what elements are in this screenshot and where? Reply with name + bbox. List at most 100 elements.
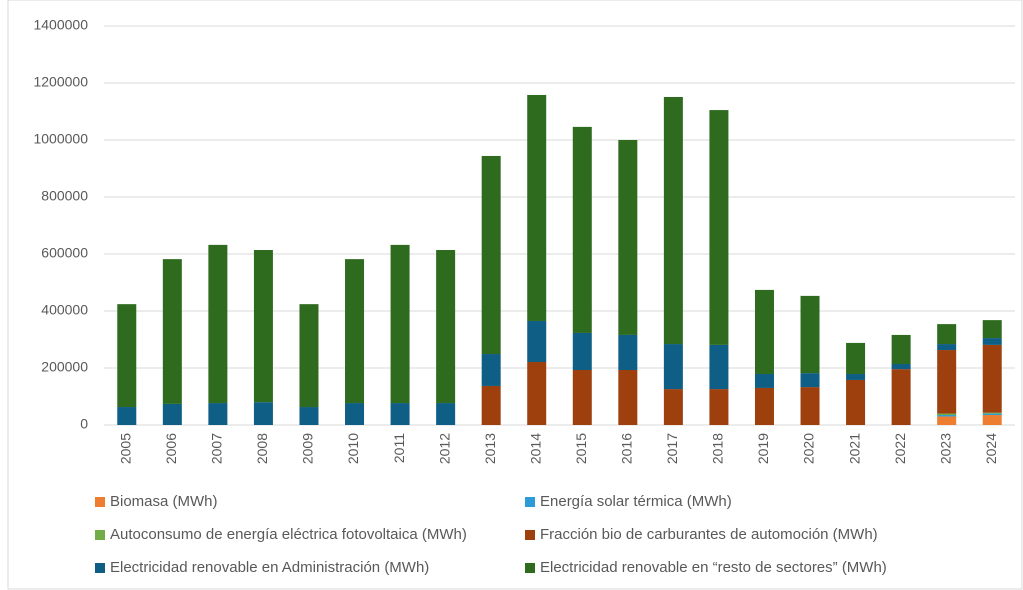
bar-segment [846,379,866,425]
bar-segment [982,413,1002,416]
x-tick-label: 2007 [209,433,225,464]
bar-segment [846,342,866,374]
x-tick-label: 2022 [892,433,908,464]
bar-segment [937,324,957,345]
y-tick-label: 0 [80,416,88,432]
bar-segment [754,289,774,374]
bar-segment [390,244,410,404]
bar-segment [618,140,638,335]
bar-segment [117,407,137,425]
legend-swatch [525,563,535,573]
bar-segment [982,320,1002,339]
bar-segment [390,403,410,425]
bar-segment [572,332,592,370]
bar-segment [982,344,1002,413]
bar-segment [800,373,820,388]
bar-segment [663,344,683,390]
legend-label: Fracción bio de carburantes de automoció… [540,526,878,543]
legend-swatch [525,530,535,540]
bar-segment [891,369,911,425]
bar-segment [937,415,957,417]
bar-segment [436,250,456,404]
legend-swatch [95,563,105,573]
bar-segment [618,369,638,425]
bar-segment [663,96,683,345]
bar-segment [572,126,592,333]
x-tick-label: 2008 [254,433,270,464]
x-tick-label: 2013 [482,433,498,464]
bar-segment [754,387,774,425]
bar-segment [162,259,182,404]
bar-segment [800,387,820,425]
x-tick-label: 2018 [710,433,726,464]
legend-swatch [95,497,105,507]
x-tick-label: 2012 [436,433,452,464]
x-tick-label: 2017 [664,433,680,464]
legend-swatch [95,530,105,540]
x-tick-label: 2020 [801,433,817,464]
y-tick-label: 1000000 [33,131,88,147]
legend-label: Electricidad renovable en “resto de sect… [540,559,887,576]
bar-segment [937,416,957,425]
bar-segment [846,373,866,380]
bar-segment [982,338,1002,345]
y-tick-label: 200000 [41,359,88,375]
bar-segment [709,344,729,390]
bar-segment [937,413,957,416]
bar-segment [527,362,547,425]
x-tick-label: 2019 [755,433,771,464]
legend-label: Biomasa (MWh) [110,493,218,510]
y-tick-label: 400000 [41,302,88,318]
x-tick-label: 2009 [300,433,316,464]
y-tick-label: 800000 [41,188,88,204]
bar-segment [481,385,501,425]
bar-segment [709,389,729,425]
legend-swatch [525,497,535,507]
legend-label: Energía solar térmica (MWh) [540,493,732,510]
bar-segment [299,304,319,408]
x-tick-label: 2010 [345,433,361,464]
bar-segment [891,364,911,370]
x-tick-label: 2006 [163,433,179,464]
bar-segment [754,373,774,388]
bar-segment [618,334,638,370]
bar-segment [208,244,228,404]
bar-segment [982,415,1002,425]
bar-segment [299,407,319,425]
x-tick-label: 2005 [117,433,133,464]
bar-segment [436,403,456,425]
y-tick-label: 1200000 [33,74,88,90]
bar-segment [937,344,957,351]
bar-segment [527,94,547,321]
bar-segment [208,403,228,425]
legend-label: Electricidad renovable en Administración… [110,559,429,576]
bar-segment [253,402,273,425]
x-tick-label: 2011 [391,433,407,463]
bar-segment [891,334,911,365]
x-tick-label: 2014 [527,433,543,464]
bar-segment [481,354,501,386]
bar-segment [709,110,729,345]
x-tick-label: 2016 [619,433,635,464]
x-tick-label: 2023 [937,433,953,464]
bar-segment [937,350,957,414]
y-tick-label: 1400000 [33,17,88,33]
bar-segment [481,155,501,355]
bar-segment [162,403,182,425]
x-tick-label: 2021 [846,433,862,464]
y-tick-label: 600000 [41,245,88,261]
chart-frame [7,0,1023,590]
bar-segment [572,369,592,425]
legend-label: Autoconsumo de energía eléctrica fotovol… [110,526,467,543]
x-tick-label: 2015 [573,433,589,464]
bar-segment [982,412,1002,414]
legend: Biomasa (MWh) Energía solar térmica (MWh)… [95,493,887,576]
bar-segment [117,304,137,408]
bar-segment [527,320,547,363]
bar-segment [253,250,273,403]
bar-segment [345,259,365,404]
bar-segment [345,403,365,425]
x-tick-label: 2024 [983,433,999,464]
bar-segment [663,389,683,425]
